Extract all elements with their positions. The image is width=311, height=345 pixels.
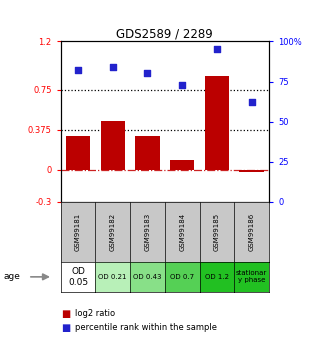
Text: OD 0.7: OD 0.7	[170, 274, 194, 280]
Text: OD 0.43: OD 0.43	[133, 274, 162, 280]
Text: OD 1.2: OD 1.2	[205, 274, 229, 280]
Text: percentile rank within the sample: percentile rank within the sample	[75, 323, 217, 332]
Title: GDS2589 / 2289: GDS2589 / 2289	[116, 27, 213, 40]
Point	[214, 47, 219, 52]
Bar	[205, 76, 229, 170]
Text: GSM99181: GSM99181	[75, 213, 81, 251]
Text: GSM99186: GSM99186	[249, 213, 255, 251]
Text: OD
0.05: OD 0.05	[68, 267, 88, 287]
Text: GSM99182: GSM99182	[110, 213, 116, 251]
Point	[180, 82, 185, 88]
Point	[145, 71, 150, 76]
Text: GSM99183: GSM99183	[145, 213, 151, 251]
Point	[110, 64, 115, 70]
Text: GSM99185: GSM99185	[214, 213, 220, 251]
Text: log2 ratio: log2 ratio	[75, 309, 115, 318]
Point	[76, 68, 81, 73]
Text: OD 0.21: OD 0.21	[99, 274, 127, 280]
Text: age: age	[3, 272, 20, 282]
Text: stationar
y phase: stationar y phase	[236, 270, 267, 283]
Point	[249, 100, 254, 105]
Text: ■: ■	[61, 323, 70, 333]
Bar	[170, 160, 194, 170]
Bar	[100, 120, 125, 170]
Bar	[135, 136, 160, 170]
Bar	[66, 136, 90, 170]
Text: ■: ■	[61, 309, 70, 319]
Text: GSM99184: GSM99184	[179, 213, 185, 251]
Bar	[239, 170, 264, 172]
